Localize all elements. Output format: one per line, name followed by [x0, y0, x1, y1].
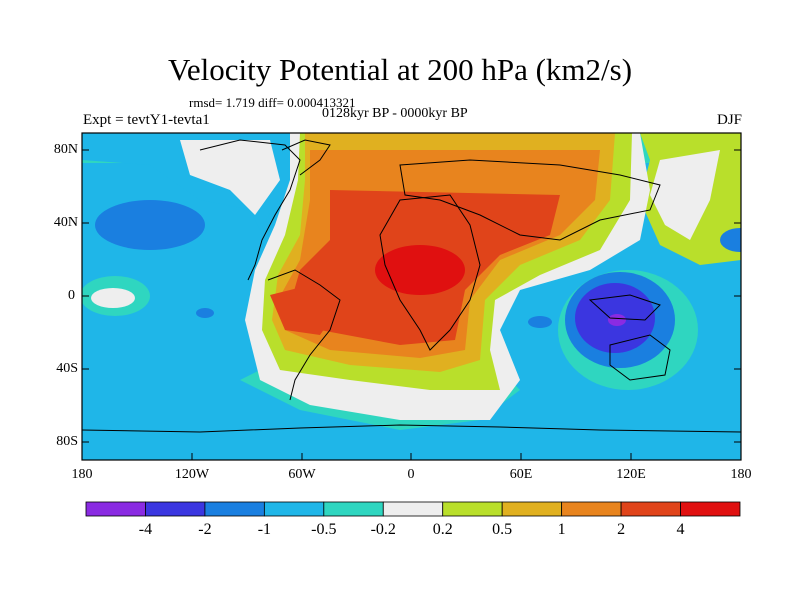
lon-label: 0 — [407, 467, 415, 482]
lon-label: 120W — [174, 467, 210, 482]
colorbar-label: -4 — [138, 521, 153, 538]
period-label: 0128kyr BP - 0000kyr BP — [322, 106, 468, 121]
lat-label: 80N — [53, 142, 78, 157]
colorbar-swatch — [620, 501, 681, 517]
lon-label: 180 — [730, 467, 752, 482]
colorbar-swatch — [85, 501, 146, 517]
colorbar-label: 0.2 — [432, 521, 453, 538]
stats-label: rmsd= 1.719 diff= 0.000413321 — [189, 95, 356, 110]
colorbar-label: -2 — [198, 521, 212, 538]
colorbar-swatch — [323, 501, 384, 517]
coastlines — [82, 139, 741, 433]
lon-label: 180 — [71, 467, 93, 482]
colorbar-swatch — [263, 501, 325, 517]
lon-label: 60E — [509, 467, 533, 482]
colorbar-swatch — [561, 501, 622, 517]
lat-label: 0 — [68, 288, 75, 303]
colorbar-label: 0.5 — [492, 521, 513, 538]
lat-label: 40S — [56, 361, 78, 376]
season-label: DJF — [716, 112, 742, 128]
lat-label: 40N — [53, 215, 78, 230]
colorbar-swatch — [204, 501, 265, 517]
colorbar-label: 4 — [676, 521, 685, 538]
lat-label: 80S — [56, 434, 78, 449]
colorbar-swatch — [442, 501, 503, 517]
map-title: Velocity Potential at 200 hPa (km2/s) — [167, 52, 633, 87]
colorbar-swatch — [382, 501, 444, 517]
axis-ticks — [81, 149, 742, 460]
experiment-label: Expt = tevtY1-tevta1 — [83, 112, 210, 128]
colorbar-swatch — [145, 501, 206, 517]
colorbar-swatch — [501, 501, 563, 517]
lon-label: 60W — [288, 467, 316, 482]
colorbar — [85, 501, 741, 517]
colorbar-label: -1 — [257, 521, 272, 538]
lon-label: 120E — [616, 467, 646, 482]
colorbar-swatch — [680, 501, 741, 517]
colorbar-label: -0.5 — [311, 521, 337, 538]
contour-field — [82, 133, 741, 460]
colorbar-label: 2 — [617, 521, 626, 538]
colorbar-label: -0.2 — [370, 521, 396, 538]
colorbar-label: 1 — [557, 521, 566, 538]
